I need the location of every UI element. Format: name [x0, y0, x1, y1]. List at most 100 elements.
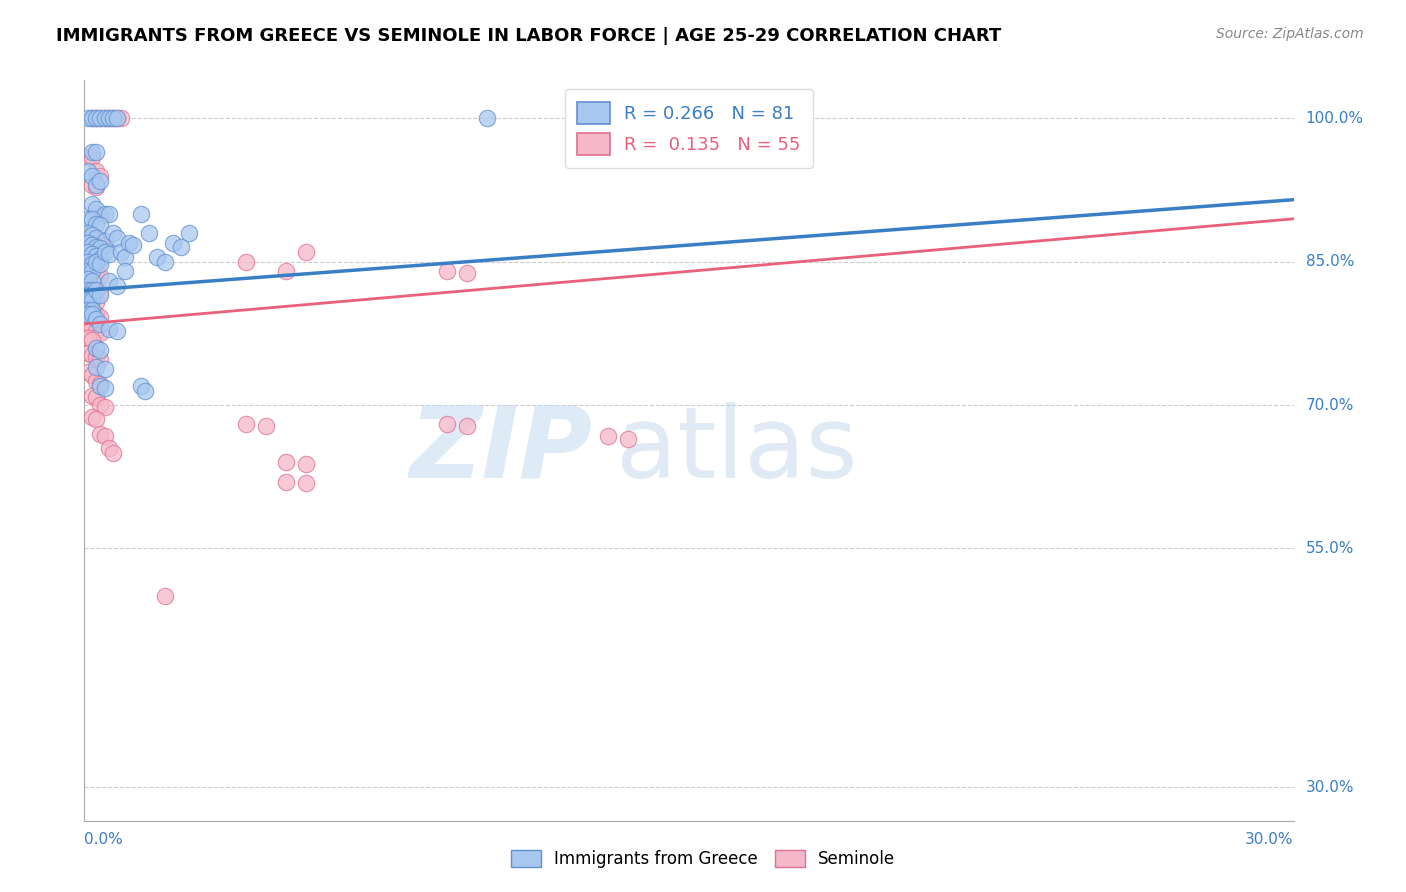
Text: 30.0%: 30.0%: [1246, 832, 1294, 847]
Point: [86, 231, 108, 245]
Point: [146, 250, 169, 264]
Point: [86, 207, 108, 221]
Point: [77, 112, 100, 126]
Point: [477, 112, 499, 126]
Point: [93, 234, 115, 248]
Point: [93, 237, 115, 252]
Point: [77, 235, 100, 250]
Point: [89, 398, 111, 412]
Point: [86, 359, 108, 374]
Point: [93, 207, 115, 221]
Point: [89, 257, 111, 271]
Point: [77, 164, 100, 178]
Point: [82, 237, 104, 252]
Point: [295, 476, 318, 491]
Point: [274, 264, 297, 278]
Point: [295, 245, 318, 260]
Point: [97, 441, 120, 455]
Point: [129, 207, 152, 221]
Point: [86, 239, 108, 253]
Legend: R = 0.266   N = 81, R =  0.135   N = 55: R = 0.266 N = 81, R = 0.135 N = 55: [565, 89, 813, 168]
Point: [89, 173, 111, 187]
Point: [93, 381, 115, 395]
Point: [86, 284, 108, 298]
Point: [97, 274, 120, 288]
Point: [110, 245, 132, 260]
Point: [89, 377, 111, 392]
Point: [105, 278, 128, 293]
Point: [89, 235, 111, 250]
Point: [179, 226, 201, 240]
Point: [82, 274, 104, 288]
Point: [101, 446, 124, 460]
Point: [235, 417, 257, 432]
Point: [89, 219, 111, 233]
Point: [77, 254, 100, 268]
Point: [82, 245, 104, 260]
Point: [93, 400, 115, 414]
Point: [97, 247, 120, 261]
Point: [86, 112, 108, 126]
Text: 100.0%: 100.0%: [1306, 111, 1364, 126]
Point: [77, 260, 100, 274]
Point: [134, 384, 156, 398]
Point: [77, 302, 100, 317]
Text: ZIP: ZIP: [409, 402, 592, 499]
Point: [97, 321, 120, 335]
Point: [436, 264, 458, 278]
Point: [93, 112, 115, 126]
Point: [82, 197, 104, 211]
Point: [82, 409, 104, 424]
Point: [77, 211, 100, 226]
Point: [114, 264, 136, 278]
Point: [86, 294, 108, 309]
Point: [82, 304, 104, 318]
Point: [82, 333, 104, 347]
Point: [105, 231, 128, 245]
Point: [101, 112, 124, 126]
Point: [110, 112, 132, 126]
Point: [82, 112, 104, 126]
Point: [105, 112, 128, 126]
Point: [82, 169, 104, 183]
Text: atlas: atlas: [616, 402, 858, 499]
Point: [105, 324, 128, 338]
Point: [89, 343, 111, 357]
Point: [86, 412, 108, 426]
Point: [97, 112, 120, 126]
Point: [82, 145, 104, 159]
Point: [89, 352, 111, 367]
Point: [93, 428, 115, 442]
Point: [129, 379, 152, 393]
Point: [77, 245, 100, 260]
Point: [82, 257, 104, 271]
Text: 70.0%: 70.0%: [1306, 398, 1354, 413]
Point: [86, 202, 108, 217]
Point: [86, 217, 108, 231]
Point: [89, 252, 111, 266]
Point: [153, 589, 176, 603]
Point: [82, 288, 104, 302]
Point: [89, 285, 111, 300]
Point: [86, 178, 108, 193]
Point: [101, 226, 124, 240]
Text: 0.0%: 0.0%: [84, 832, 124, 847]
Point: [82, 226, 104, 240]
Point: [86, 145, 108, 159]
Point: [105, 112, 128, 126]
Point: [86, 374, 108, 388]
Point: [86, 112, 108, 126]
Point: [86, 324, 108, 338]
Point: [82, 302, 104, 317]
Point: [254, 419, 277, 434]
Point: [456, 266, 478, 280]
Point: [617, 432, 640, 446]
Point: [82, 293, 104, 307]
Point: [93, 112, 115, 126]
Point: [89, 326, 111, 341]
Point: [77, 272, 100, 286]
Point: [82, 293, 104, 307]
Point: [456, 419, 478, 434]
Point: [86, 254, 108, 268]
Point: [82, 247, 104, 261]
